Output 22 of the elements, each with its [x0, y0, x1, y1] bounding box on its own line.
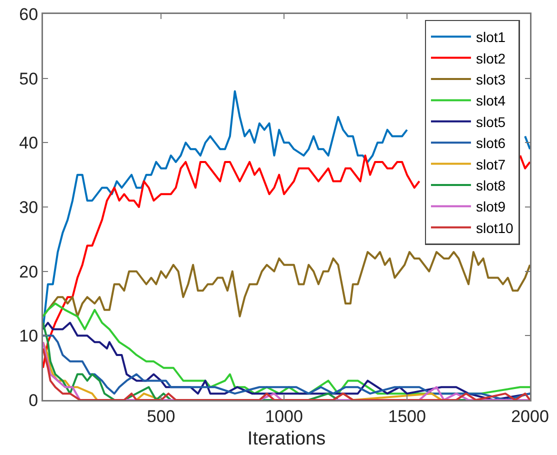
legend-label: slot6 [476, 135, 506, 152]
legend-label: slot2 [476, 50, 506, 66]
y-tick-label: 50 [19, 69, 38, 88]
y-tick-label: 30 [19, 198, 38, 217]
legend-label: slot5 [476, 114, 506, 130]
y-tick-label: 0 [28, 390, 38, 410]
legend-label: slot9 [476, 198, 506, 215]
legend-label: slot7 [476, 156, 506, 172]
legend-label: slot4 [476, 92, 506, 109]
x-tick-label: 500 [146, 406, 176, 426]
legend-label: slot8 [476, 177, 506, 194]
x-tick-label: 1500 [388, 406, 426, 426]
legend-label: slot3 [476, 71, 506, 88]
legend-label: slot1 [476, 29, 506, 46]
x-tick-label: 2000 [511, 406, 549, 426]
x-tick-label: 1000 [265, 406, 303, 426]
y-tick-label: 10 [19, 326, 38, 346]
y-tick-label: 40 [19, 134, 38, 153]
y-tick-label: 60 [19, 4, 38, 24]
x-axis-title: Iterations [247, 428, 326, 450]
legend-label: slot10 [476, 220, 514, 236]
y-tick-label: 20 [19, 262, 38, 282]
